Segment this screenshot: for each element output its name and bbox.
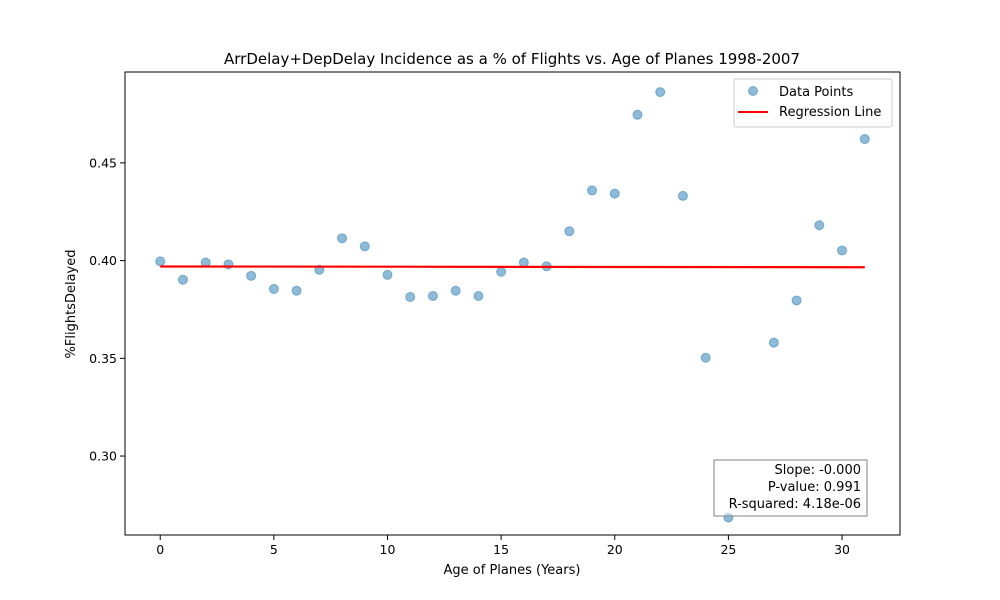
- x-tick-label: 5: [270, 542, 278, 557]
- data-points: [155, 87, 870, 523]
- data-point: [268, 283, 279, 294]
- y-tick-label: 0.30: [89, 449, 117, 464]
- stats-slope: Slope: -0.000: [775, 463, 862, 478]
- legend-box: [733, 78, 893, 128]
- legend: Data Points Regression Line: [733, 78, 893, 128]
- y-axis-ticks: 0.30 0.35 0.40 0.45: [89, 155, 125, 464]
- data-point: [768, 337, 779, 348]
- y-axis-label: %FlightsDelayed: [64, 250, 79, 359]
- data-point: [859, 134, 870, 145]
- x-axis-label: Age of Planes (Years): [444, 563, 581, 578]
- data-point: [337, 233, 348, 244]
- x-tick-label: 25: [720, 542, 736, 557]
- data-point: [814, 220, 825, 231]
- legend-label-regression-line: Regression Line: [779, 105, 881, 120]
- data-point: [291, 285, 302, 296]
- chart-title: ArrDelay+DepDelay Incidence as a % of Fl…: [224, 50, 800, 68]
- stats-r-squared: R-squared: 4.18e-06: [729, 497, 861, 512]
- data-point: [791, 295, 802, 306]
- x-tick-label: 20: [607, 542, 623, 557]
- x-axis-ticks: 0 5 10 15 20 25 30: [156, 535, 850, 557]
- data-point: [427, 290, 438, 301]
- x-tick-label: 0: [156, 542, 164, 557]
- data-point: [587, 185, 598, 196]
- x-tick-label: 15: [493, 542, 509, 557]
- legend-label-data-points: Data Points: [779, 85, 853, 100]
- plot-frame: [124, 71, 901, 536]
- data-point: [837, 245, 848, 256]
- x-tick-label: 10: [380, 542, 396, 557]
- data-point: [359, 241, 370, 252]
- data-point: [564, 226, 575, 237]
- data-point: [246, 270, 257, 281]
- x-tick-label: 30: [834, 542, 850, 557]
- regression-line-layer: [160, 265, 865, 269]
- data-point: [655, 87, 666, 98]
- plot-area: [124, 71, 901, 536]
- y-tick-label: 0.45: [89, 155, 117, 170]
- data-point: [677, 190, 688, 201]
- regression-line: [160, 265, 865, 269]
- y-tick-label: 0.40: [89, 253, 117, 268]
- data-point: [405, 291, 416, 302]
- data-point: [473, 290, 484, 301]
- data-point: [177, 274, 188, 285]
- data-point: [496, 266, 507, 277]
- data-point: [632, 109, 643, 120]
- legend-marker-data-points: [748, 86, 758, 96]
- data-point: [518, 257, 529, 268]
- stats-box: [713, 459, 868, 517]
- data-point: [450, 285, 461, 296]
- stats-annotation: Slope: -0.000 P-value: 0.991 R-squared: …: [713, 459, 868, 517]
- stats-p-value: P-value: 0.991: [768, 480, 861, 495]
- data-point: [609, 188, 620, 199]
- data-point: [700, 352, 711, 363]
- data-point: [382, 269, 393, 280]
- y-tick-label: 0.35: [89, 351, 117, 366]
- data-point: [155, 256, 166, 267]
